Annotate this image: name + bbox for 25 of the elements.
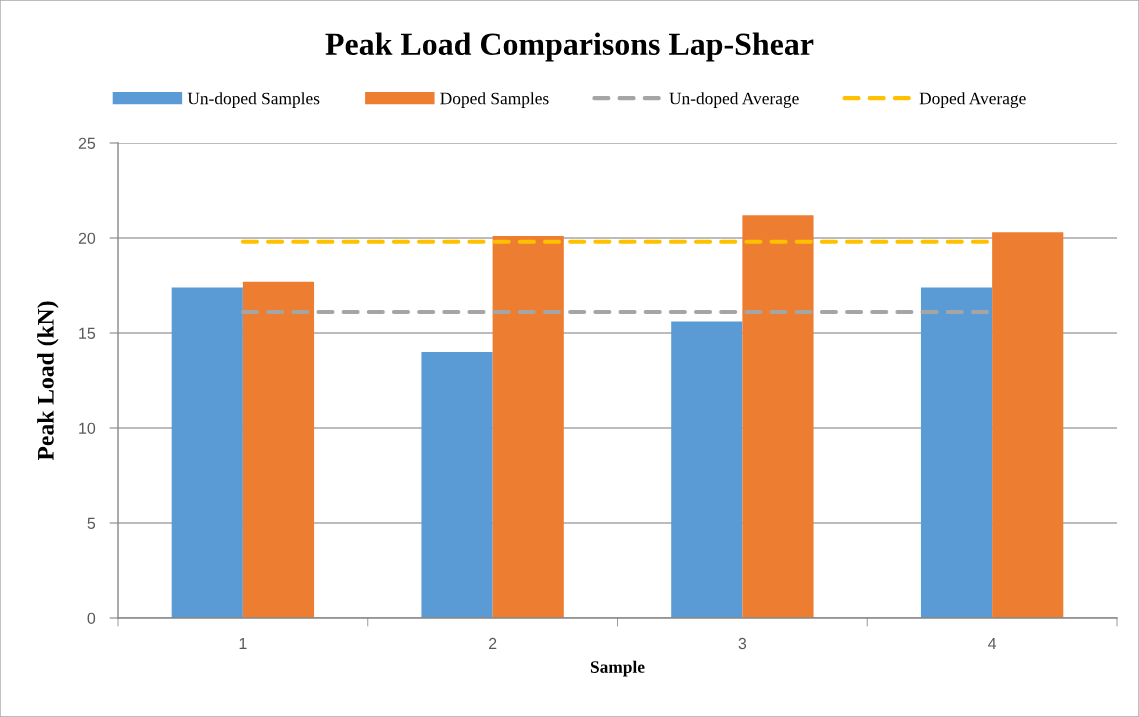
bar — [242, 281, 315, 618]
x-tick-label: 2 — [488, 637, 497, 650]
bar — [992, 232, 1064, 618]
bar — [171, 287, 243, 618]
legend-label: Un-doped Average — [669, 92, 799, 108]
bar — [492, 236, 564, 618]
y-tick-label: 10 — [79, 422, 96, 434]
y-axis-title: Peak Load (kN) — [37, 301, 59, 461]
bar — [671, 321, 743, 618]
y-tick-label: 25 — [78, 137, 96, 149]
bar — [742, 215, 814, 618]
y-tick-label: 5 — [87, 517, 96, 529]
chart-title: Peak Load Comparisons Lap-Shear — [325, 32, 814, 62]
legend-label: Un-doped Samples — [187, 92, 320, 108]
legend-label: Doped Average — [919, 92, 1026, 108]
x-tick-label: 3 — [738, 637, 747, 650]
x-tick-label: 4 — [988, 638, 997, 650]
x-tick-label: 1 — [239, 638, 247, 650]
y-tick-label: 0 — [87, 612, 96, 624]
bar — [920, 287, 993, 618]
legend-label: Doped Samples — [440, 92, 549, 108]
y-tick-label: 15 — [79, 327, 96, 339]
y-tick-label: 20 — [78, 232, 96, 244]
bar — [421, 352, 493, 618]
x-axis-title: Sample — [590, 660, 645, 677]
